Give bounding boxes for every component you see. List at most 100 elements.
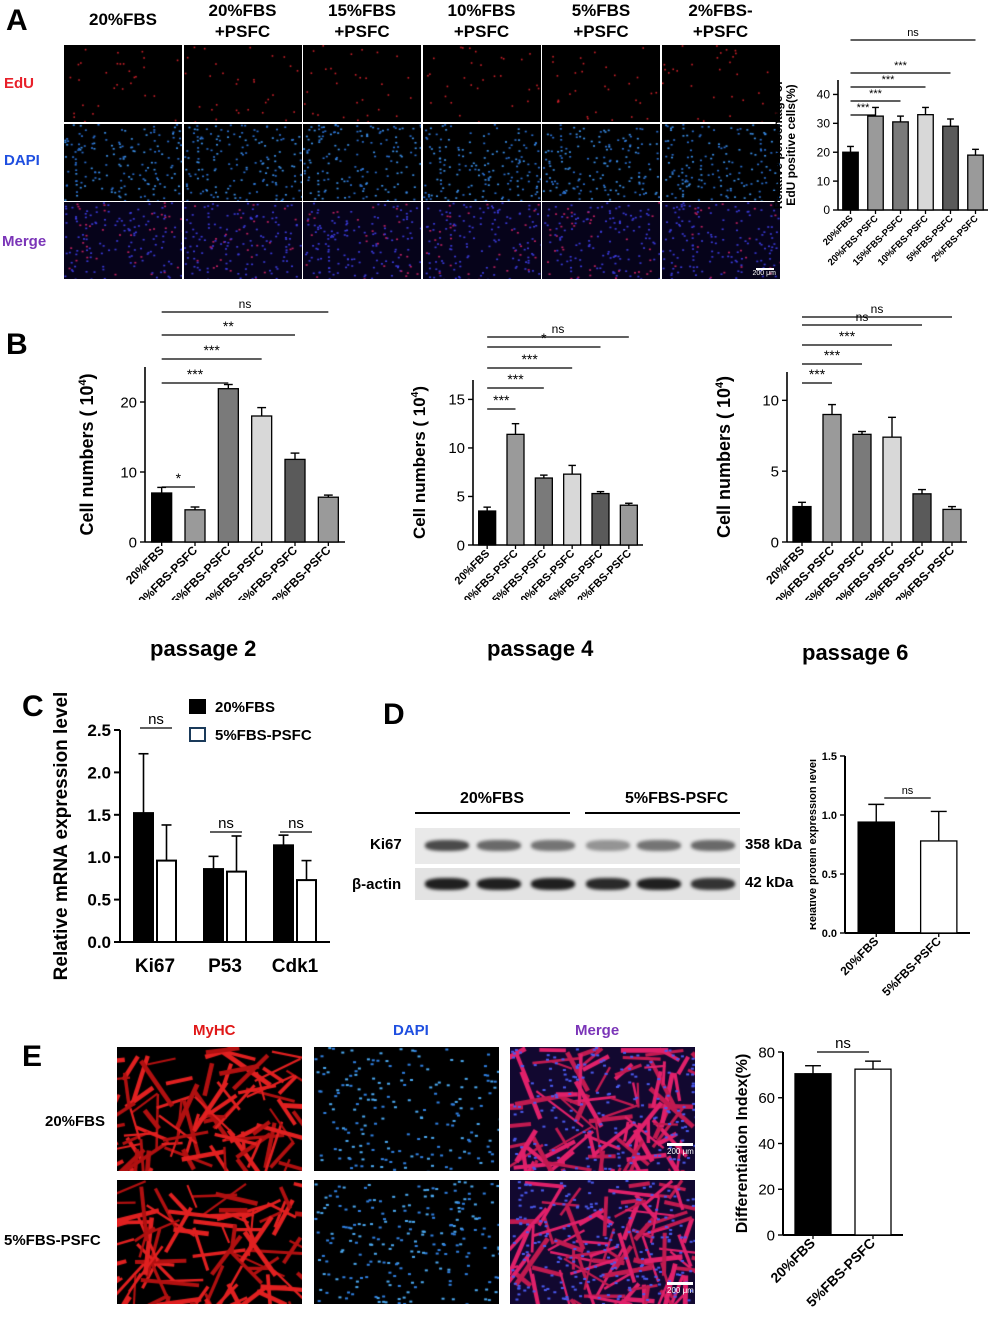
- blot-label-ki67: Ki67: [370, 836, 402, 853]
- y-tick-label: 1.0: [822, 810, 837, 822]
- blot-group-2-line: [585, 812, 740, 814]
- panel-a-column-header: 20%FBS: [88, 10, 158, 29]
- bar: [619, 504, 638, 546]
- scale-bar-label: 200 μm: [667, 1286, 694, 1295]
- y-tick-label: 1.5: [822, 751, 837, 763]
- y-axis-label: Relative mRNA expression level: [51, 692, 72, 981]
- significance-label: ***: [869, 88, 883, 100]
- significance-label: ***: [894, 60, 908, 72]
- edu-micrograph: [303, 202, 421, 279]
- significance-label: *: [176, 470, 182, 486]
- edu-micrograph: [303, 45, 421, 122]
- y-tick-label: 0.0: [822, 928, 837, 940]
- myotube-micrograph: [314, 1180, 499, 1304]
- significance-label: ***: [203, 342, 220, 358]
- significance-label: ***: [824, 347, 841, 363]
- bar: [506, 433, 525, 546]
- blot-band: [691, 878, 735, 890]
- panel-e-column-header: MyHC: [193, 1022, 236, 1039]
- myotube-micrograph: [117, 1047, 302, 1171]
- significance-label: ns: [148, 711, 164, 728]
- edu-micrograph: [422, 45, 541, 122]
- panel-e-column-header: DAPI: [393, 1022, 429, 1039]
- bar: [892, 121, 909, 211]
- bar: [912, 493, 932, 543]
- edu-micrograph: [422, 202, 541, 279]
- y-tick-label: 1.0: [87, 848, 111, 867]
- bar: [857, 821, 896, 934]
- edu-micrograph: [542, 202, 660, 279]
- y-tick-label: 10: [448, 440, 465, 457]
- blot-group-5fbs: 5%FBS-PSFC: [625, 790, 729, 807]
- y-tick-label: 10: [120, 464, 137, 481]
- bar: [792, 505, 812, 543]
- panel-e-row-label: 20%FBS: [45, 1113, 106, 1130]
- y-tick-label: 2.5: [87, 721, 111, 740]
- edu-micrograph: [303, 123, 421, 201]
- blot-label-actin: β-actin: [352, 876, 402, 893]
- edu-micrograph: [64, 123, 182, 201]
- significance-label: **: [223, 318, 234, 334]
- panel-a-row-label: DAPI: [4, 152, 40, 169]
- scale-bar-label: 200 μm: [752, 270, 777, 277]
- significance-label: ns: [907, 27, 919, 39]
- panel-label-b: B: [6, 328, 28, 361]
- bar: [203, 868, 224, 944]
- significance-label: ***: [521, 351, 538, 367]
- legend-swatch: [189, 727, 206, 742]
- blot-strip-ki67: [415, 828, 740, 864]
- panel-e-row-label: 5%FBS-PSFC: [4, 1232, 101, 1249]
- scale-bar-label: 200 μm: [667, 1147, 694, 1156]
- bar: [226, 870, 247, 943]
- bar: [273, 844, 294, 943]
- blot-band: [586, 840, 630, 851]
- bar: [217, 388, 239, 543]
- significance-label: ns: [288, 815, 304, 832]
- edu-micrograph: [661, 123, 780, 201]
- y-tick-label: 80: [758, 1044, 775, 1061]
- scale-bar: [667, 1282, 693, 1285]
- y-tick-label: 0: [457, 537, 465, 554]
- significance-label: ns: [835, 1040, 851, 1052]
- bar: [822, 413, 842, 543]
- significance-label: ns: [239, 300, 252, 311]
- edu-micrograph: [661, 202, 780, 279]
- y-tick-label: 0: [823, 203, 830, 217]
- edu-micrograph: [542, 123, 660, 201]
- significance-label: ns: [902, 785, 914, 797]
- scale-bar: [667, 1143, 693, 1146]
- bar: [852, 433, 872, 543]
- y-tick-label: 0.5: [822, 869, 837, 881]
- bar: [917, 114, 934, 211]
- edu-micrograph: [183, 123, 302, 201]
- edu-micrograph: [64, 202, 182, 279]
- x-tick-label: 20%FBS: [838, 934, 882, 978]
- y-axis-label: Cell numbers ( 104): [77, 373, 97, 535]
- y-axis-label: EdU positive cells(%): [784, 84, 798, 205]
- blot-band: [637, 878, 681, 890]
- significance-label: ns: [871, 305, 884, 316]
- myotube-micrograph: [510, 1047, 695, 1171]
- panel-a-edu-bar-chart: 0 10 20 30 40 Relative percentage of EdU posit…: [771, 27, 988, 268]
- panel-a-row-label: EdU: [4, 75, 34, 92]
- edu-micrograph: [661, 45, 780, 122]
- bar: [534, 477, 553, 546]
- y-tick-label: 60: [758, 1090, 775, 1107]
- significance-label: ns: [218, 815, 234, 832]
- y-axis-label: Relative protein expression level: [810, 759, 819, 930]
- chart-title-passage-2: passage 2: [150, 636, 257, 661]
- significance-label: ***: [857, 102, 871, 114]
- bar: [563, 473, 582, 546]
- chart-title-passage-4: passage 4: [487, 636, 594, 661]
- blot-kda-actin: 42 kDa: [745, 874, 794, 891]
- bar: [133, 812, 154, 943]
- bar: [794, 1073, 832, 1236]
- blot-band: [477, 840, 521, 851]
- legend-swatch: [189, 699, 206, 714]
- panel-a-column-header: 2%FBS- +PSFC: [688, 1, 753, 41]
- y-tick-label: 10: [817, 174, 831, 188]
- bar: [882, 436, 902, 543]
